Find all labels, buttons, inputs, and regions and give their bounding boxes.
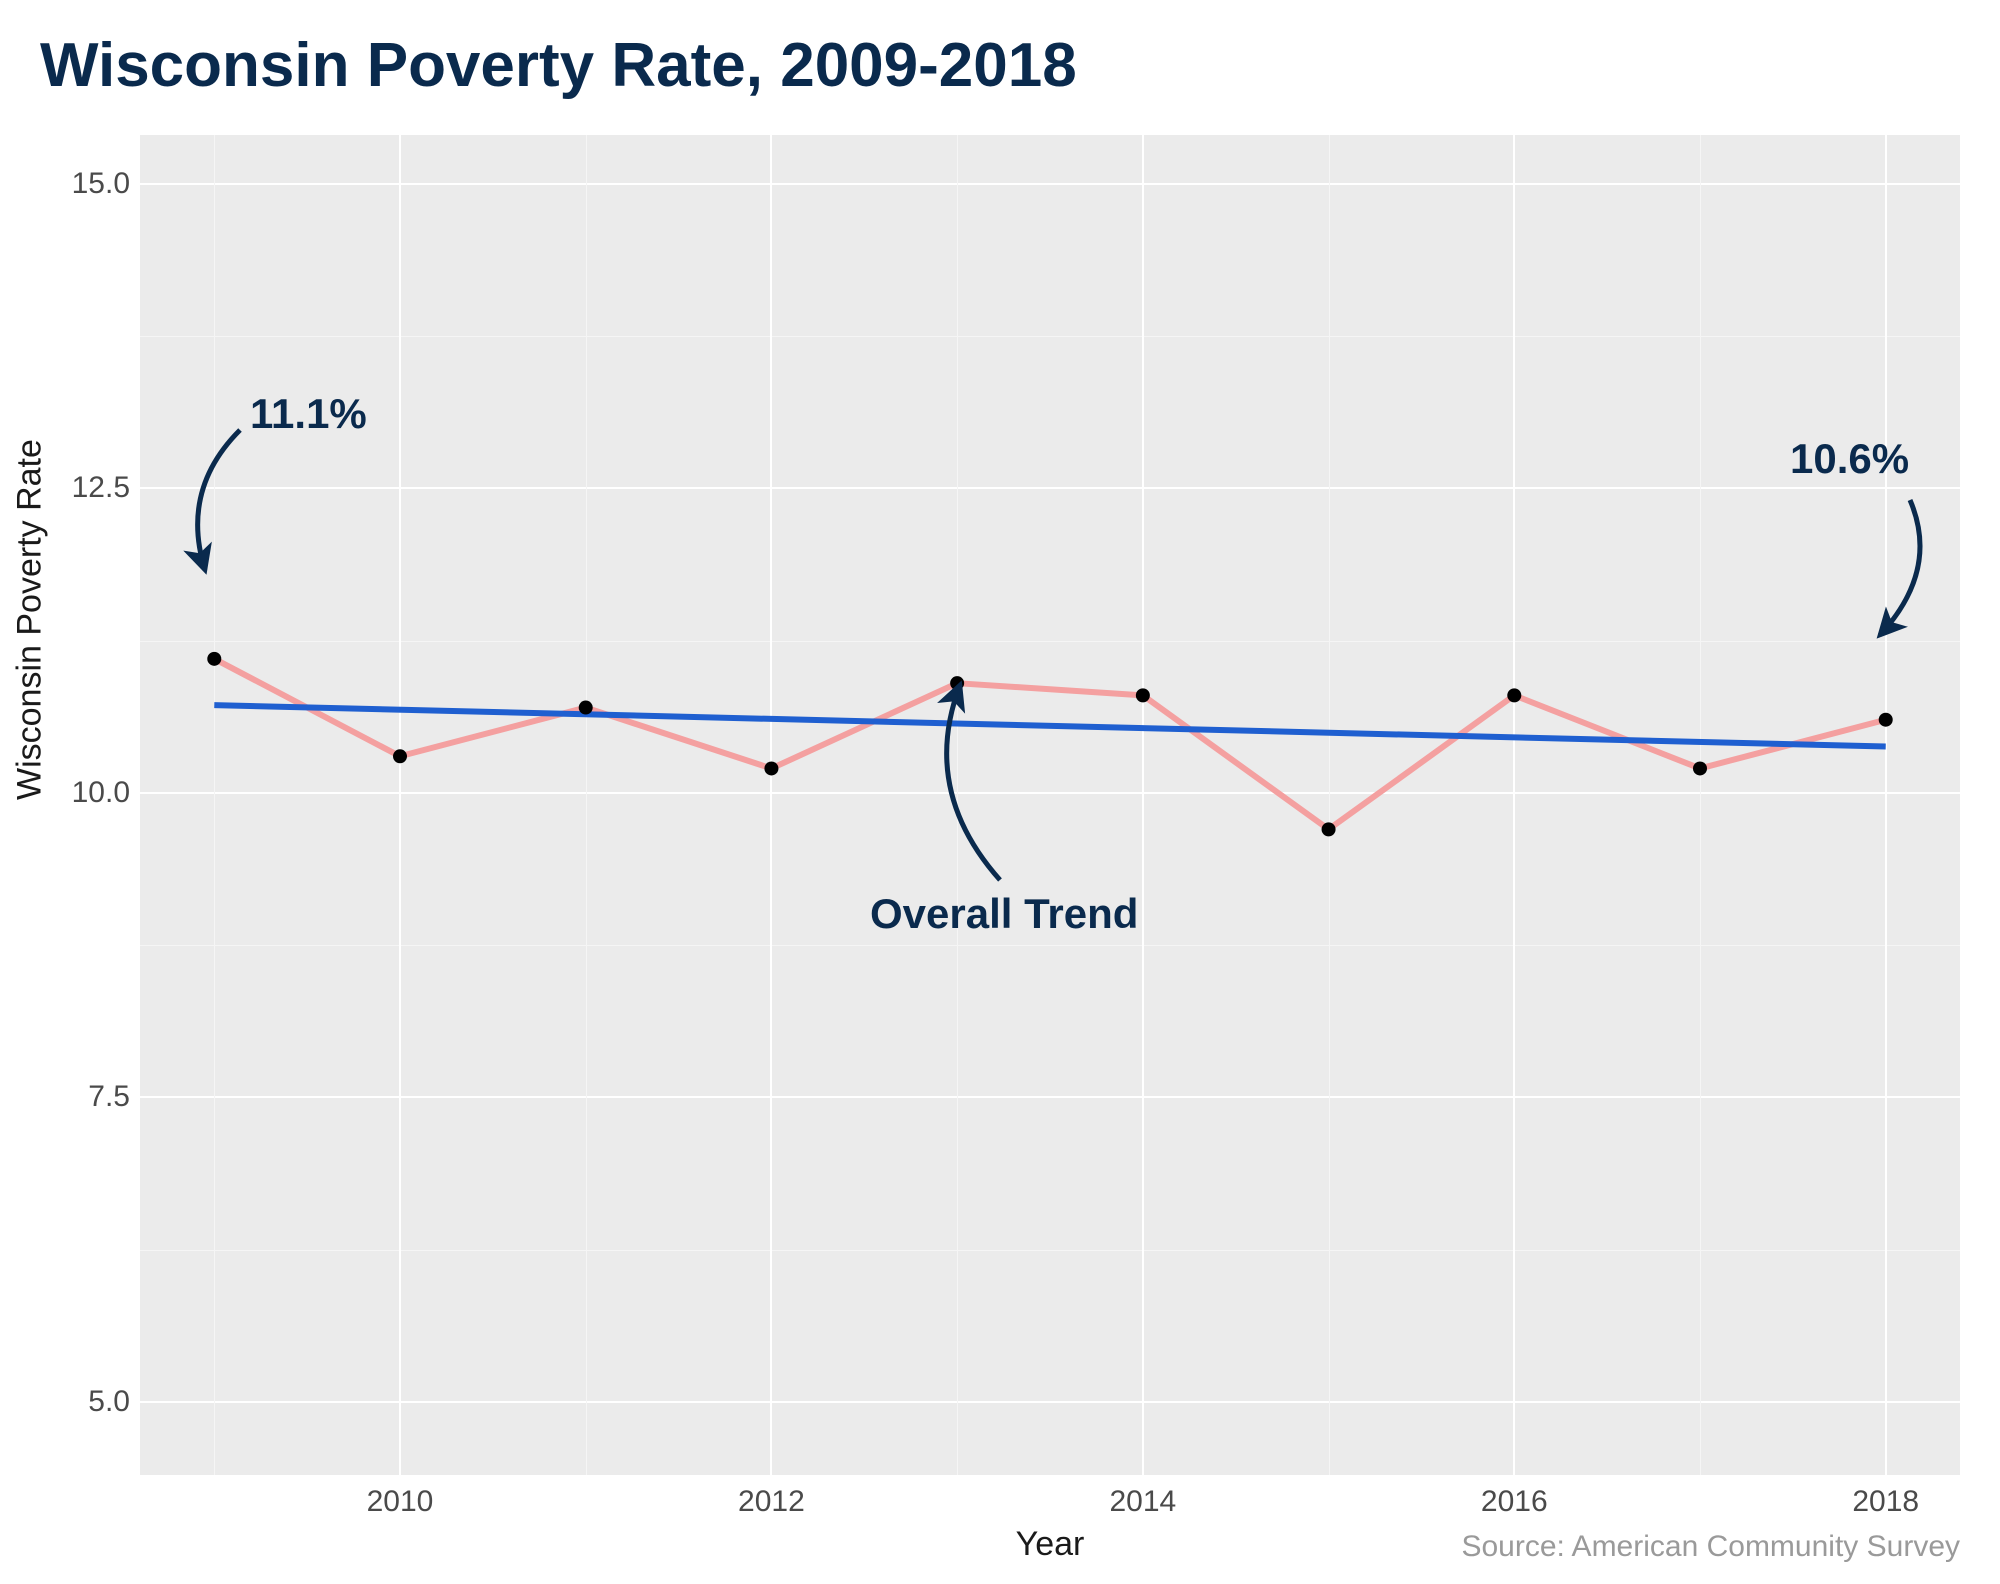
annotation-end-label: 10.6% <box>1790 435 1909 483</box>
xtick-label: 2016 <box>1481 1485 1548 1519</box>
plot-area <box>140 135 1960 1475</box>
gridline-v-minor <box>214 135 215 1475</box>
annotation-start-label: 11.1% <box>250 390 367 438</box>
gridline-h <box>140 792 1960 794</box>
gridline-v <box>770 135 772 1475</box>
ytick-label: 10.0 <box>30 776 130 810</box>
gridline-v-minor <box>1329 135 1330 1475</box>
gridline-v <box>1885 135 1887 1475</box>
chart-title: Wisconsin Poverty Rate, 2009-2018 <box>40 30 1077 101</box>
gridline-v <box>1513 135 1515 1475</box>
ytick-label: 5.0 <box>30 1385 130 1419</box>
gridline-h <box>140 1096 1960 1098</box>
gridline-v-minor <box>586 135 587 1475</box>
gridline-v <box>1142 135 1144 1475</box>
gridline-v-minor <box>1700 135 1701 1475</box>
x-axis-label: Year <box>1016 1525 1085 1564</box>
ytick-label: 12.5 <box>30 471 130 505</box>
annotation-trend-label: Overall Trend <box>870 890 1138 938</box>
gridline-h-minor <box>140 336 1960 337</box>
data-line <box>214 659 1885 830</box>
gridline-v <box>399 135 401 1475</box>
gridline-h-minor <box>140 641 1960 642</box>
xtick-label: 2018 <box>1852 1485 1919 1519</box>
xtick-label: 2014 <box>1109 1485 1176 1519</box>
ytick-label: 15.0 <box>30 167 130 201</box>
chart-container: Wisconsin Poverty Rate, 2009-2018 Wiscon… <box>0 0 2000 1584</box>
gridline-h <box>140 487 1960 489</box>
gridline-h-minor <box>140 945 1960 946</box>
ytick-label: 7.5 <box>30 1080 130 1114</box>
source-text: Source: American Community Survey <box>1461 1530 1960 1564</box>
xtick-label: 2010 <box>367 1485 434 1519</box>
gridline-v-minor <box>957 135 958 1475</box>
gridline-h <box>140 183 1960 185</box>
gridline-h <box>140 1401 1960 1403</box>
gridline-h-minor <box>140 1250 1960 1251</box>
xtick-label: 2012 <box>738 1485 805 1519</box>
trend-line <box>214 705 1885 746</box>
